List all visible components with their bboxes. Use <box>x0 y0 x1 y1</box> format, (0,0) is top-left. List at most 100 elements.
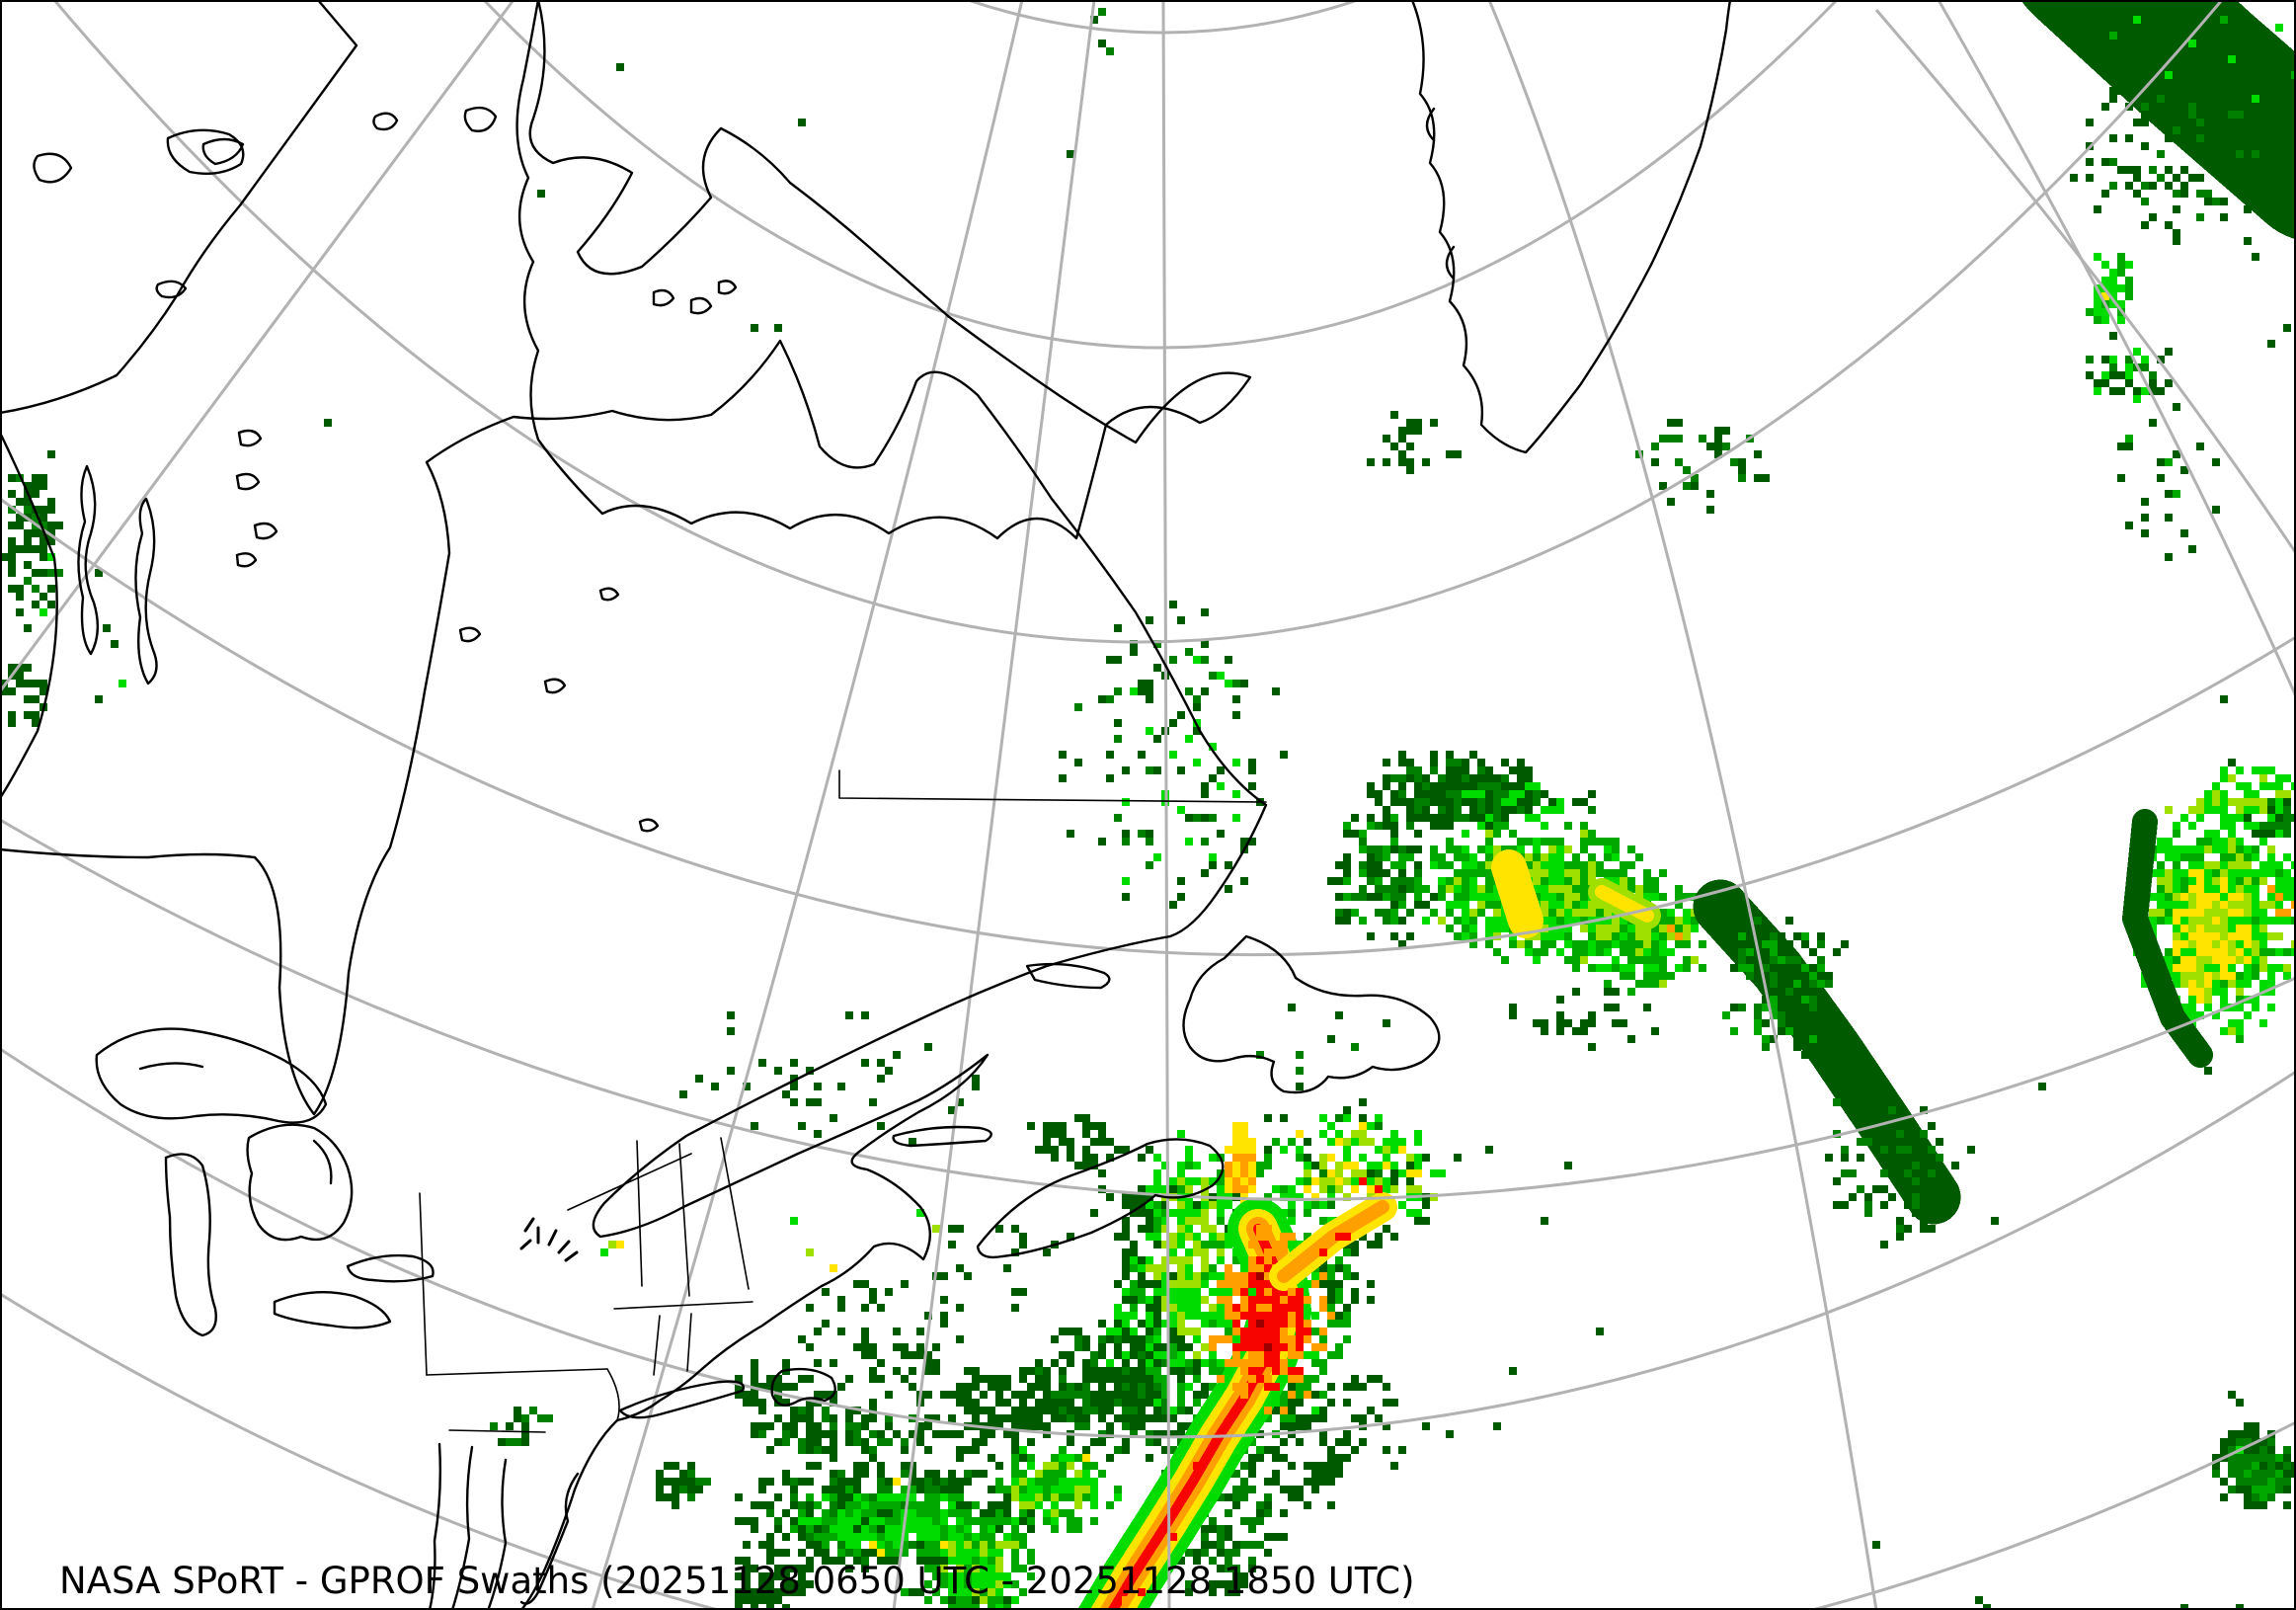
precip-cell <box>2252 877 2259 885</box>
precip-cell <box>1446 759 1454 766</box>
precip-band <box>2122 809 2213 1068</box>
precip-cell <box>1304 1162 1311 1169</box>
precip-cell <box>1288 1414 1296 1422</box>
precip-cell <box>1304 1201 1311 1209</box>
precip-cell <box>1714 435 1722 443</box>
precip-cell <box>2188 925 2196 932</box>
precip-cell <box>1280 1233 1288 1241</box>
precip-cell <box>2283 885 2291 893</box>
precip-cell <box>1469 885 1477 893</box>
precip-cell <box>877 1557 885 1565</box>
precip-cell <box>1161 1359 1169 1367</box>
precip-cell <box>2252 1430 2259 1438</box>
precip-cell <box>2117 387 2125 395</box>
precip-cell <box>1146 1264 1153 1272</box>
precip-cell <box>1525 782 1533 790</box>
precip-cell <box>901 1501 909 1509</box>
precip-cell <box>861 1422 869 1430</box>
precip-cell <box>1153 766 1161 774</box>
precip-cell <box>1501 925 1509 932</box>
precip-cell <box>16 474 24 482</box>
precip-cell <box>1730 1027 1738 1035</box>
precip-cell <box>743 1580 751 1588</box>
precip-cell <box>1011 1486 1019 1493</box>
precip-cell <box>1414 766 1422 774</box>
precip-cell <box>1335 1343 1343 1351</box>
precip-cell <box>2259 774 2267 782</box>
precip-cell <box>2157 79 2165 87</box>
precip-cell <box>774 1549 782 1557</box>
precip-cell <box>1343 830 1351 838</box>
precip-cell <box>1406 419 1414 427</box>
precip-cell <box>1011 1391 1019 1399</box>
precip-cell <box>837 1493 845 1501</box>
precip-cell <box>2101 379 2109 387</box>
precip-cell <box>1454 877 1462 885</box>
precip-cell <box>2236 980 2244 988</box>
precip-cell <box>2196 885 2204 893</box>
precip-cell <box>1114 1383 1122 1391</box>
precip-cell <box>1469 877 1477 885</box>
precip-cell <box>1201 1272 1209 1280</box>
precip-cell <box>1793 932 1801 940</box>
precip-cell <box>1098 1375 1106 1383</box>
precip-cell <box>806 1438 814 1446</box>
precip-cell <box>2275 814 2283 822</box>
precip-cell <box>814 1130 822 1138</box>
precip-cell <box>1462 932 1469 940</box>
precip-cell <box>853 1525 861 1533</box>
precip-cell <box>2196 1051 2204 1059</box>
precip-cell <box>814 1328 822 1335</box>
precip-cell <box>2204 861 2212 869</box>
precip-cell <box>2173 822 2180 830</box>
precip-cell <box>1272 1312 1280 1320</box>
precip-cell <box>1485 782 1493 790</box>
precip-cell <box>1517 838 1525 845</box>
precip-cell <box>2236 838 2244 845</box>
precip-cell <box>2188 103 2196 111</box>
precip-cell <box>1098 1320 1106 1328</box>
precip-cell <box>1240 1335 1248 1343</box>
precip-cell <box>2236 988 2244 996</box>
precip-cell <box>980 1391 988 1399</box>
precip-cell <box>2125 134 2133 142</box>
precip-cell <box>1114 1343 1122 1351</box>
precip-cell <box>1501 917 1509 925</box>
precip-cell <box>1627 885 1635 893</box>
precip-cell <box>2165 909 2173 917</box>
precip-cell <box>1311 1375 1319 1383</box>
precip-cell <box>2212 885 2220 893</box>
precip-cell <box>2133 387 2141 395</box>
precip-cell <box>1319 1114 1327 1122</box>
precip-cell <box>2157 877 2165 885</box>
precip-cell <box>916 1343 924 1351</box>
precip-cell <box>1612 1019 1620 1027</box>
precip-cell <box>964 1470 972 1478</box>
precip-cell <box>2117 284 2125 292</box>
precip-cell <box>2283 1486 2291 1493</box>
precip-cell <box>2259 1019 2267 1027</box>
precip-cell <box>1153 1201 1161 1209</box>
precip-cell <box>1122 1446 1130 1454</box>
precip-cell <box>1533 869 1541 877</box>
precip-cell <box>1343 822 1351 830</box>
precip-cell <box>1019 1454 1027 1462</box>
precip-cell <box>2157 869 2165 877</box>
precip-cell <box>861 1335 869 1343</box>
precip-cell <box>995 1541 1003 1549</box>
precip-cell <box>1414 1162 1422 1169</box>
precip-cell <box>1564 917 1572 925</box>
precip-cell <box>2220 845 2228 853</box>
precip-cell <box>1146 695 1153 703</box>
precip-cell <box>8 506 16 514</box>
precip-cell <box>1177 711 1185 719</box>
precip-cell <box>1232 1177 1240 1185</box>
precip-cell <box>830 1430 837 1438</box>
precip-cell <box>2252 766 2259 774</box>
precip-cell <box>1146 1209 1153 1217</box>
precip-cell <box>1264 1509 1272 1517</box>
precip-cell <box>2244 1011 2252 1019</box>
precip-cell <box>2259 198 2267 205</box>
precip-cell <box>1398 877 1406 885</box>
precip-cell <box>1240 1383 1248 1391</box>
